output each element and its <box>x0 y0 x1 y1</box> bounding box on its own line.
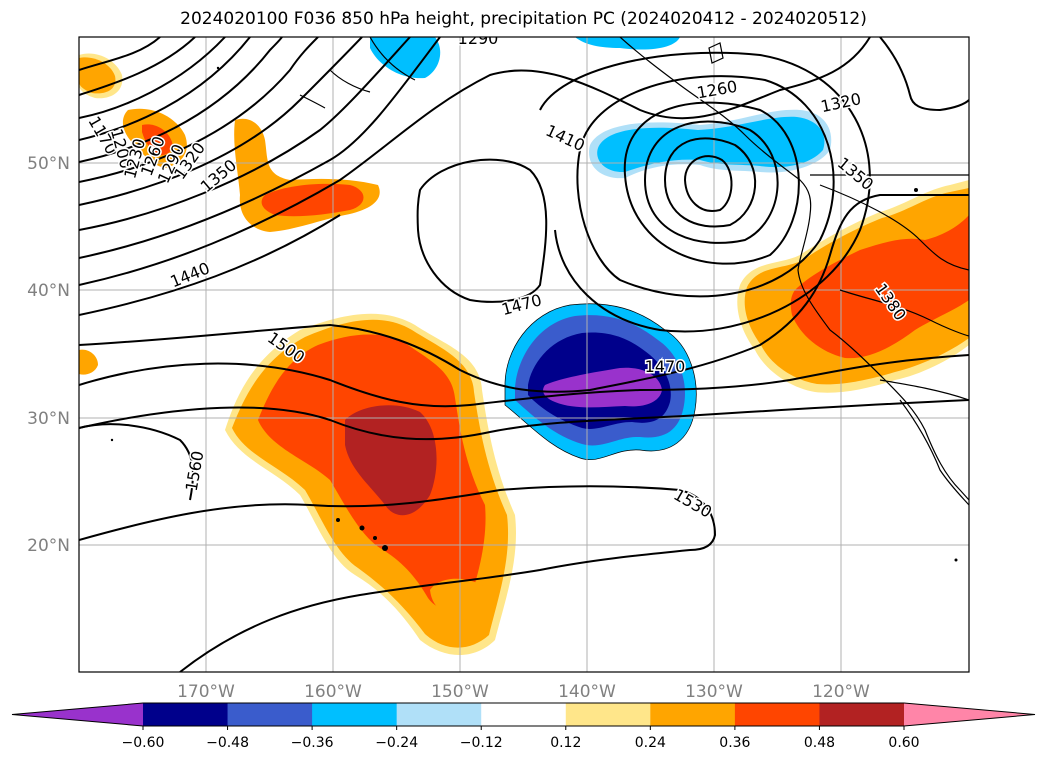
colorbar-tick-label: −0.48 <box>206 735 249 751</box>
graticule <box>79 37 969 672</box>
colorbar-segment <box>565 703 651 726</box>
precip-positive-hawaii <box>225 313 516 655</box>
colorbar-segment <box>143 703 229 726</box>
contour-label: 1290 <box>458 29 499 48</box>
colorbar-segment <box>227 703 313 726</box>
colorbar-tick-label: 0.36 <box>719 735 750 751</box>
colorbar-extend-low <box>12 703 143 726</box>
map-frame <box>78 36 970 673</box>
lon-label-140w: 140°W <box>558 682 616 702</box>
colorbar-tick-label: 0.24 <box>635 735 666 751</box>
lat-label-30n: 30°N <box>27 409 70 429</box>
lon-label-130w: 130°W <box>685 682 743 702</box>
longitude-labels: 170°W 160°W 150°W 140°W 130°W 120°W <box>177 682 870 702</box>
lat-label-50n: 50°N <box>27 154 70 174</box>
colorbar-extend-high <box>904 703 1035 726</box>
lon-label-160w: 160°W <box>304 682 362 702</box>
lat-label-40n: 40°N <box>27 281 70 301</box>
colorbar-tick-label: 0.48 <box>804 735 835 751</box>
colorbar-segment <box>650 703 736 726</box>
colorbar-tick-label: −0.60 <box>122 735 165 751</box>
colorbar-tick-label: 0.60 <box>888 735 919 751</box>
precip-negative-center <box>504 303 697 460</box>
colorbar-tick-label: −0.36 <box>291 735 334 751</box>
precip-positive-east <box>737 180 969 393</box>
colorbar-tick-label: −0.24 <box>375 735 418 751</box>
lon-label-170w: 170°W <box>177 682 235 702</box>
colorbar-tick-label: −0.12 <box>460 735 503 751</box>
colorbar-segment <box>396 703 482 726</box>
precip-negative-north <box>370 37 832 179</box>
colorbar-tick-label: 0.12 <box>550 735 581 751</box>
map-panel: 1170 1200 1230 1260 1290 1320 1350 1440 … <box>79 29 969 672</box>
colorbar-segment <box>481 703 567 726</box>
map-title: 2024020100 F036 850 hPa height, precipit… <box>180 9 867 29</box>
lat-label-20n: 20°N <box>27 536 70 556</box>
colorbar: −0.60 −0.48 −0.36 −0.24 −0.12 0.12 0.24 0.36 0.4… <box>11 702 1036 751</box>
contour-label: 1470 <box>645 357 686 376</box>
colorbar-segment <box>734 703 820 726</box>
colorbar-segment <box>819 703 905 726</box>
lon-label-150w: 150°W <box>431 682 489 702</box>
islands <box>110 66 958 562</box>
coastlines <box>299 37 969 506</box>
latitude-labels: 50°N 40°N 30°N 20°N <box>27 154 70 556</box>
height-contours <box>79 37 969 672</box>
lon-label-120w: 120°W <box>812 682 870 702</box>
colorbar-segment <box>312 703 398 726</box>
